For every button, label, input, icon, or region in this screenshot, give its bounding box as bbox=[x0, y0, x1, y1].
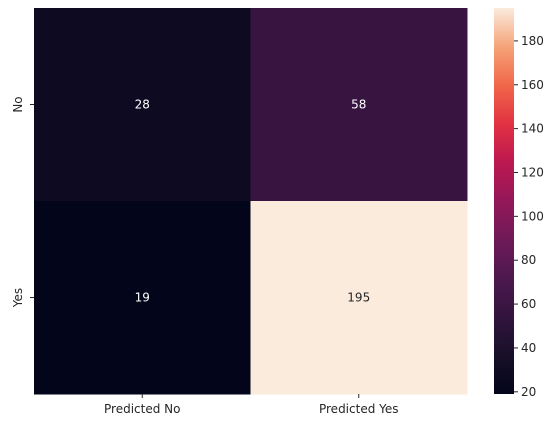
heatmap-cell-1-1 bbox=[250, 201, 468, 395]
cell-value-label-0-0: 28 bbox=[135, 98, 150, 112]
colorbar-ticks: 20 40 60 80 100 120 140 160 180 bbox=[514, 34, 544, 399]
colorbar-tick-label: 120 bbox=[521, 165, 544, 179]
colorbar-tick-label: 20 bbox=[521, 385, 536, 399]
heatmap-cell-0-0 bbox=[34, 8, 251, 202]
colorbar-tick-label: 100 bbox=[521, 209, 544, 223]
heatmap-cell-labels: 28 58 19 195 bbox=[135, 98, 371, 305]
heatmap-cell-1-0 bbox=[34, 201, 251, 395]
cell-value-label-0-1: 58 bbox=[351, 98, 366, 112]
heatmap-cells bbox=[34, 8, 468, 395]
y-axis: No Yes bbox=[11, 96, 34, 308]
y-tick-label: No bbox=[11, 96, 25, 112]
x-tick-label: Predicted Yes bbox=[319, 402, 399, 416]
colorbar bbox=[494, 8, 514, 394]
x-tick-label: Predicted No bbox=[104, 402, 180, 416]
x-axis: Predicted No Predicted Yes bbox=[104, 394, 399, 416]
colorbar-tick-label: 80 bbox=[521, 253, 536, 267]
cell-value-label-1-1: 195 bbox=[347, 291, 370, 305]
colorbar-tick-label: 180 bbox=[521, 34, 544, 48]
colorbar-tick-label: 60 bbox=[521, 297, 536, 311]
cell-value-label-1-0: 19 bbox=[135, 291, 150, 305]
colorbar-tick-label: 140 bbox=[521, 122, 544, 136]
heatmap-cell-0-1 bbox=[250, 8, 468, 202]
y-tick-label: Yes bbox=[11, 288, 25, 308]
colorbar-tick-label: 40 bbox=[521, 341, 536, 355]
colorbar-tick-label: 160 bbox=[521, 78, 544, 92]
